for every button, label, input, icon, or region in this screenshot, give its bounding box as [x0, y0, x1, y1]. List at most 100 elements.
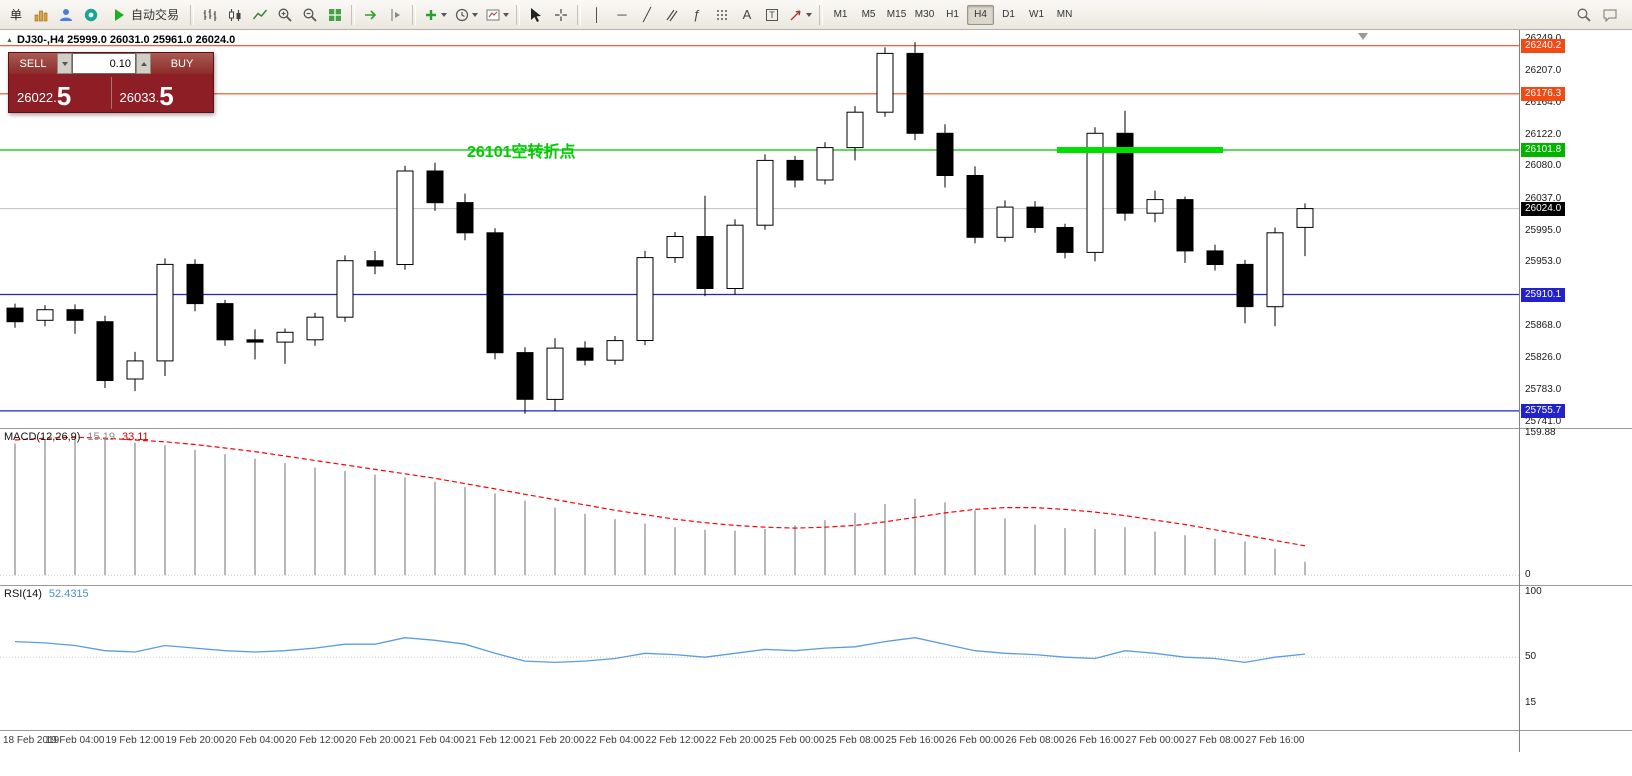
- trade-panel-controls: SELL BUY: [9, 53, 213, 74]
- one-click-trading-panel: SELL BUY 26022.5 26033.5: [8, 52, 214, 113]
- macd-axis-label: 159.88: [1525, 427, 1556, 438]
- zoom-in-icon: [278, 8, 292, 22]
- rsi-name: RSI(14): [4, 588, 42, 600]
- auto-scroll-button[interactable]: [359, 4, 383, 26]
- price-badge: 25755.7: [1521, 404, 1566, 418]
- periods-button[interactable]: [451, 4, 481, 26]
- chart-shift-icon: [391, 8, 401, 21]
- price-badge: 26024.0: [1521, 202, 1566, 216]
- pane-separator: [0, 730, 1632, 731]
- main-chart-canvas[interactable]: [0, 30, 1519, 428]
- sell-button[interactable]: SELL: [9, 53, 57, 74]
- objects-grid-button[interactable]: [710, 4, 734, 26]
- toolbar-separator: [412, 4, 417, 25]
- templates-button[interactable]: [482, 4, 512, 26]
- sell-price[interactable]: 26022. 5: [9, 74, 111, 112]
- new-order-button[interactable]: 单: [4, 4, 28, 26]
- timeframe-m30-button[interactable]: M30: [911, 5, 938, 25]
- label-tool-button[interactable]: T: [760, 4, 784, 26]
- timeframe-mn-button[interactable]: MN: [1051, 5, 1078, 25]
- chat-button[interactable]: [1598, 4, 1622, 26]
- macd-pane-canvas[interactable]: [0, 428, 1519, 585]
- search-icon: [1577, 8, 1591, 22]
- time-label: 25 Feb 08:00: [825, 735, 885, 746]
- time-label: 21 Feb 04:00: [405, 735, 465, 746]
- gold-bars-icon: [34, 10, 48, 21]
- chart-annotation-text[interactable]: 26101空转折点: [467, 144, 576, 161]
- indicators-button[interactable]: [420, 4, 450, 26]
- time-label: 20 Feb 20:00: [345, 735, 405, 746]
- price-label: 26164.0: [1525, 97, 1562, 108]
- time-axis[interactable]: 18 Feb 2019 19 Feb 04:00 19 Feb 12:00 19 Fe…: [0, 730, 1519, 752]
- chart-shift-marker[interactable]: [1358, 33, 1368, 40]
- price-axis[interactable]: 26249.0 26207.0 26164.0 26122.0 26080.0 26037…: [1520, 30, 1632, 752]
- cursor-icon: [531, 7, 542, 22]
- rsi-value: 52.4315: [48, 588, 89, 600]
- volume-input[interactable]: [72, 53, 136, 74]
- cursor-button[interactable]: [524, 4, 548, 26]
- channel-tool-button[interactable]: [660, 4, 684, 26]
- price-label: 25868.0: [1525, 320, 1562, 331]
- price-badge: 26240.2: [1521, 39, 1566, 53]
- crosshair-icon: [555, 8, 568, 21]
- indicators-plus-icon: [426, 9, 437, 20]
- timeframe-m1-button[interactable]: M1: [827, 5, 854, 25]
- tile-windows-button[interactable]: [323, 4, 347, 26]
- crosshair-button[interactable]: [549, 4, 573, 26]
- pane-separator[interactable]: [0, 585, 1632, 586]
- timeframe-d1-button[interactable]: D1: [995, 5, 1022, 25]
- toolbar-separator: [577, 4, 582, 25]
- buy-price[interactable]: 26033. 5: [112, 74, 214, 112]
- macd-label-row: MACD(12,26,9) 15.19 33.11: [4, 431, 149, 443]
- volume-increase-button[interactable]: [136, 53, 151, 74]
- time-label: 27 Feb 16:00: [1245, 735, 1305, 746]
- profiles-button[interactable]: [54, 4, 78, 26]
- arrows-tool-button[interactable]: [785, 4, 815, 26]
- chart-title-row: ▲ DJ30-,H4 25999.0 26031.0 25961.0 26024…: [6, 34, 235, 46]
- zoom-in-button[interactable]: [273, 4, 297, 26]
- line-chart-button[interactable]: [248, 4, 272, 26]
- search-button[interactable]: [1572, 4, 1596, 26]
- chat-icon: [1603, 9, 1617, 22]
- trade-panel-divider: [110, 77, 112, 109]
- price-label: 26207.0: [1525, 65, 1562, 76]
- dropdown-caret-icon: [503, 12, 510, 17]
- price-label: 25783.0: [1525, 384, 1562, 395]
- time-label: 27 Feb 00:00: [1125, 735, 1185, 746]
- trendline-tool-button[interactable]: ╱: [635, 4, 659, 26]
- candlestick-chart-button[interactable]: [223, 4, 247, 26]
- community-button[interactable]: [79, 4, 103, 26]
- zoom-out-button[interactable]: [298, 4, 322, 26]
- collapse-chart-icon[interactable]: ▲: [6, 36, 13, 44]
- horizontal-line-tool-button[interactable]: ─: [610, 4, 634, 26]
- auto-scroll-icon: [365, 9, 377, 20]
- timeframe-w1-button[interactable]: W1: [1023, 5, 1050, 25]
- bars-chart-button[interactable]: [198, 4, 222, 26]
- volume-decrease-button[interactable]: [57, 53, 72, 74]
- chart-shift-button[interactable]: [384, 4, 408, 26]
- new-chart-button[interactable]: [29, 4, 53, 26]
- ohlc-bars-icon: [203, 8, 217, 21]
- timeframe-h4-button[interactable]: H4: [967, 4, 995, 25]
- timeframe-group: M1 M5 M15 M30 H1 H4 D1 W1 MN: [827, 4, 1078, 25]
- rsi-pane-canvas[interactable]: [0, 585, 1519, 730]
- pane-separator[interactable]: [0, 428, 1632, 429]
- time-label: 19 Feb 04:00: [45, 735, 105, 746]
- time-label: 20 Feb 12:00: [285, 735, 345, 746]
- fibonacci-tool-button[interactable]: ƒ: [685, 4, 709, 26]
- timeframe-m15-button[interactable]: M15: [883, 5, 910, 25]
- timeframe-h1-button[interactable]: H1: [939, 5, 966, 25]
- rsi-label-row: RSI(14) 52.4315: [4, 588, 89, 600]
- timeframe-m5-button[interactable]: M5: [855, 5, 882, 25]
- buy-button[interactable]: BUY: [151, 53, 213, 74]
- play-icon: [115, 8, 124, 21]
- volume-decrease-icon: [61, 61, 68, 66]
- time-label: 22 Feb 12:00: [645, 735, 705, 746]
- text-tool-button[interactable]: A: [735, 4, 759, 26]
- time-label: 26 Feb 00:00: [945, 735, 1005, 746]
- label-tool-glyph: T: [766, 8, 778, 21]
- vertical-line-tool-button[interactable]: │: [585, 4, 609, 26]
- auto-trading-button[interactable]: 自动交易: [104, 4, 186, 26]
- rsi-axis-label: 50: [1525, 651, 1537, 662]
